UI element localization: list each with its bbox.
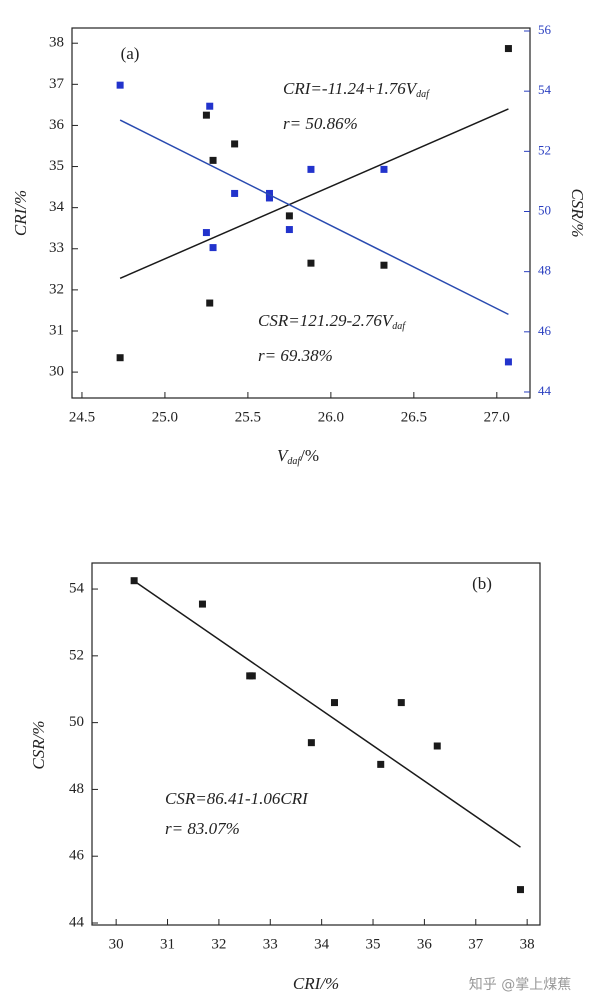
point	[206, 102, 214, 110]
y-tick-label: 48	[69, 781, 84, 797]
point	[198, 600, 206, 608]
y2-axis-label: CSR/%	[568, 188, 587, 237]
annotation-main: r= 83.07%	[165, 819, 240, 838]
point	[380, 165, 388, 173]
point	[380, 261, 388, 269]
plot-frame	[91, 562, 541, 926]
x-axis-label: CRI/%	[293, 974, 339, 993]
x-tick-label: 25.5	[235, 409, 261, 425]
point	[433, 742, 441, 750]
annotation-sub: daf	[416, 89, 430, 100]
x-axis-label: Vdaf/%	[277, 446, 319, 467]
annotation: CRI=-11.24+1.76Vdaf	[283, 79, 430, 100]
point	[116, 354, 124, 362]
x-tick-label: 26.5	[401, 409, 427, 425]
x-axis-label-suffix: /%	[300, 446, 319, 465]
y-tick-label: 50	[69, 714, 84, 730]
point	[202, 111, 210, 119]
point	[209, 156, 217, 164]
x-tick-label: 35	[366, 936, 381, 952]
annotation: r= 50.86%	[283, 114, 358, 133]
fit-line	[133, 580, 521, 848]
point	[265, 189, 273, 197]
watermark: 知乎 @掌上煤蕉	[469, 976, 571, 993]
annotation: CSR=86.41-1.06CRI	[165, 789, 309, 808]
y2-tick-label: 56	[538, 22, 552, 37]
point	[307, 165, 315, 173]
x-axis-label-sub: daf	[287, 456, 301, 467]
point	[516, 886, 524, 894]
point	[504, 358, 512, 366]
y-tick-label: 31	[49, 322, 64, 338]
point	[231, 189, 239, 197]
point	[285, 226, 293, 234]
annotation-main: CSR=121.29-2.76V	[258, 311, 395, 330]
y2-tick-label: 52	[538, 142, 551, 157]
point	[231, 140, 239, 148]
y-axis-label: CRI/%	[11, 190, 30, 236]
x-tick-label: 33	[263, 936, 278, 952]
point	[130, 577, 138, 585]
point	[307, 259, 315, 267]
x-tick-label: 37	[468, 936, 484, 952]
x-axis-label-main: V	[277, 446, 290, 465]
x-tick-label: 36	[417, 936, 433, 952]
point	[202, 229, 210, 237]
x-tick-label: 24.5	[69, 409, 95, 425]
y-tick-label: 34	[49, 199, 65, 215]
annotation: r= 69.38%	[258, 346, 333, 365]
point	[265, 194, 273, 202]
y-tick-label: 30	[49, 364, 64, 380]
annotation-sub: daf	[392, 321, 406, 332]
fit-line	[119, 119, 509, 316]
y2-tick-label: 50	[538, 202, 551, 217]
x-tick-label: 25.0	[152, 409, 178, 425]
y-tick-label: 38	[49, 35, 64, 51]
x-tick-label: 26.0	[318, 409, 344, 425]
x-tick-label: 31	[160, 936, 175, 952]
annotation: CSR=121.29-2.76Vdaf	[258, 311, 406, 332]
point	[209, 244, 217, 252]
y2-tick-label: 44	[538, 383, 552, 398]
x-tick-label: 32	[211, 936, 226, 952]
y2-tick-label: 48	[538, 263, 551, 278]
point	[377, 760, 385, 768]
annotation: r= 83.07%	[165, 819, 240, 838]
x-tick-label: 27.0	[484, 409, 510, 425]
y2-tick-label: 46	[538, 323, 552, 338]
y2-tick-label: 54	[538, 82, 552, 97]
annotation-main: r= 69.38%	[258, 346, 333, 365]
y-tick-label: 54	[69, 580, 85, 596]
y-tick-label: 35	[49, 158, 64, 174]
point	[397, 699, 405, 707]
annotation-main: CSR=86.41-1.06CRI	[165, 789, 309, 808]
point	[248, 672, 256, 680]
y-tick-label: 46	[69, 848, 85, 864]
y-tick-label: 52	[69, 647, 84, 663]
point	[206, 299, 214, 307]
y-tick-label: 33	[49, 240, 64, 256]
panel-label: (a)	[121, 44, 140, 63]
x-axis-label-main: CRI/%	[293, 974, 339, 993]
y-tick-label: 36	[49, 117, 65, 133]
panel-label: (b)	[472, 574, 492, 593]
point	[116, 81, 124, 89]
y-tick-label: 32	[49, 281, 64, 297]
y-tick-label: 37	[49, 76, 65, 92]
plot-frame	[71, 27, 531, 399]
x-tick-label: 38	[520, 936, 535, 952]
point	[285, 212, 293, 220]
annotation-main: CRI=-11.24+1.76V	[283, 79, 419, 98]
fit-line	[119, 108, 509, 280]
y-tick-label: 44	[69, 914, 85, 930]
x-tick-label: 34	[314, 936, 330, 952]
point	[504, 45, 512, 53]
point	[330, 699, 338, 707]
annotation-main: r= 50.86%	[283, 114, 358, 133]
y-axis-label: CSR/%	[29, 720, 48, 769]
x-tick-label: 30	[109, 936, 124, 952]
point	[307, 739, 315, 747]
